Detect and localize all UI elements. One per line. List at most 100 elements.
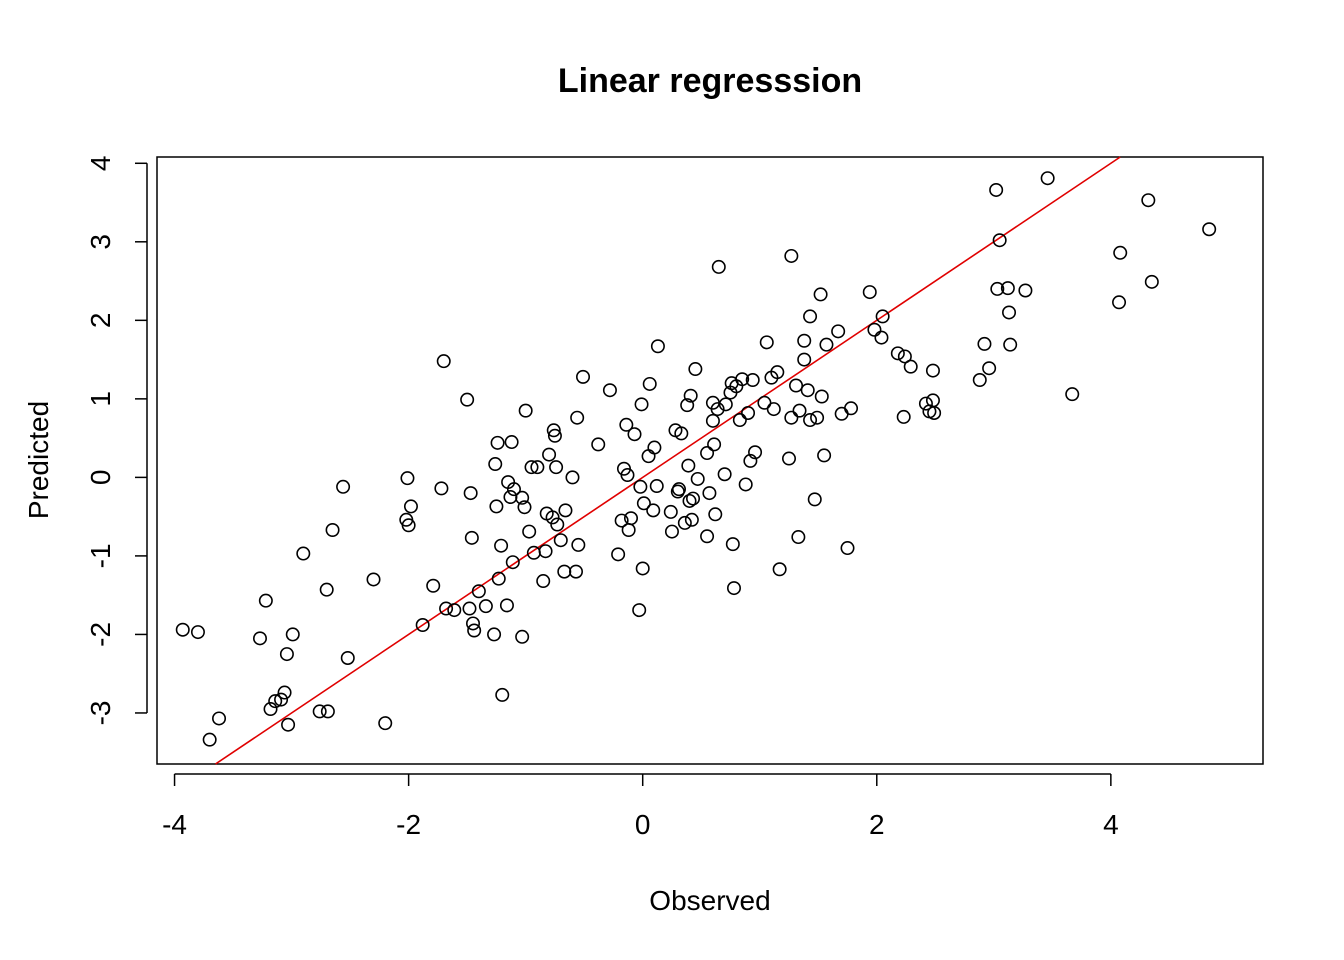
y-axis: -3 -2 -1 0 1 2 3 4 [85,155,148,726]
data-point [263,702,278,717]
data-point [810,410,825,425]
data-point [770,365,785,380]
data-point [717,467,732,482]
y-tick-label: -2 [85,622,116,647]
data-point [545,510,560,525]
data-point [677,515,692,530]
data-point [542,447,557,462]
data-point [378,716,393,731]
data-point [803,413,818,428]
data-point [281,717,296,732]
data-point [647,440,662,455]
data-point [1113,245,1128,260]
data-point [1141,193,1156,208]
data-point [620,468,635,483]
x-tick-label: -2 [396,809,421,840]
y-tick-label: -3 [85,701,116,726]
data-point [258,593,273,608]
data-point [570,410,585,425]
data-point [641,449,656,464]
data-point [403,499,418,514]
data-point [745,373,760,388]
data-point [814,389,829,404]
data-point [401,518,416,533]
y-tick-label: -1 [85,543,116,568]
data-point [546,423,561,438]
data-point [320,704,335,719]
x-axis: -4 -2 0 2 4 [162,773,1119,840]
data-point [635,561,650,576]
data-point [925,393,940,408]
data-point [918,396,933,411]
data-point [867,322,882,337]
data-point [285,627,300,642]
data-point [797,333,812,348]
data-point [766,402,781,417]
x-tick-label: -4 [162,809,187,840]
data-point [803,309,818,324]
data-point [202,732,217,747]
data-point [862,285,877,300]
y-tick-label: 2 [85,313,116,329]
data-point [990,281,1005,296]
data-point [336,479,351,494]
data-point [636,496,651,511]
data-point [700,446,715,461]
data-point [499,598,514,613]
data-point [530,460,545,475]
data-point [632,603,647,618]
data-point [819,337,834,352]
y-tick-label: 0 [85,470,116,486]
data-point [831,324,846,339]
data-point [925,363,940,378]
data-point [690,471,705,486]
data-point [614,513,629,528]
data-point [467,623,482,638]
data-point [977,336,992,351]
data-point [748,445,763,460]
data-point [447,603,462,618]
data-point [547,428,562,443]
data-point [571,537,586,552]
data-point [515,490,530,505]
data-point [897,349,912,364]
data-point [274,692,289,707]
data-point [680,398,695,413]
data-point [874,330,889,345]
data-point [518,403,533,418]
data-point [634,397,649,412]
y-tick-label: 4 [85,155,116,171]
data-point [732,413,747,428]
x-tick-label: 4 [1103,809,1119,840]
y-tick-label: 3 [85,234,116,250]
data-point [506,482,521,497]
data-point [623,511,638,526]
data-point [538,544,553,559]
data-point [503,490,518,505]
data-point [681,458,696,473]
data-point [700,529,715,544]
data-point [212,711,227,726]
fit-line-layer [215,156,1121,765]
data-point [252,631,267,646]
data-point [684,512,699,527]
data-point [797,352,812,367]
data-point [650,339,665,354]
data-point [415,618,430,633]
data-point [725,537,740,552]
data-point [319,582,334,597]
data-point [686,491,701,506]
data-point [619,417,634,432]
data-point [439,601,454,616]
data-point [524,460,539,475]
data-point [708,507,723,522]
data-point [1112,295,1127,310]
data-point [791,530,806,545]
data-point [707,437,722,452]
data-point [487,627,502,642]
plot-frame [156,156,1264,765]
data-point [738,477,753,492]
data-point [536,574,551,589]
